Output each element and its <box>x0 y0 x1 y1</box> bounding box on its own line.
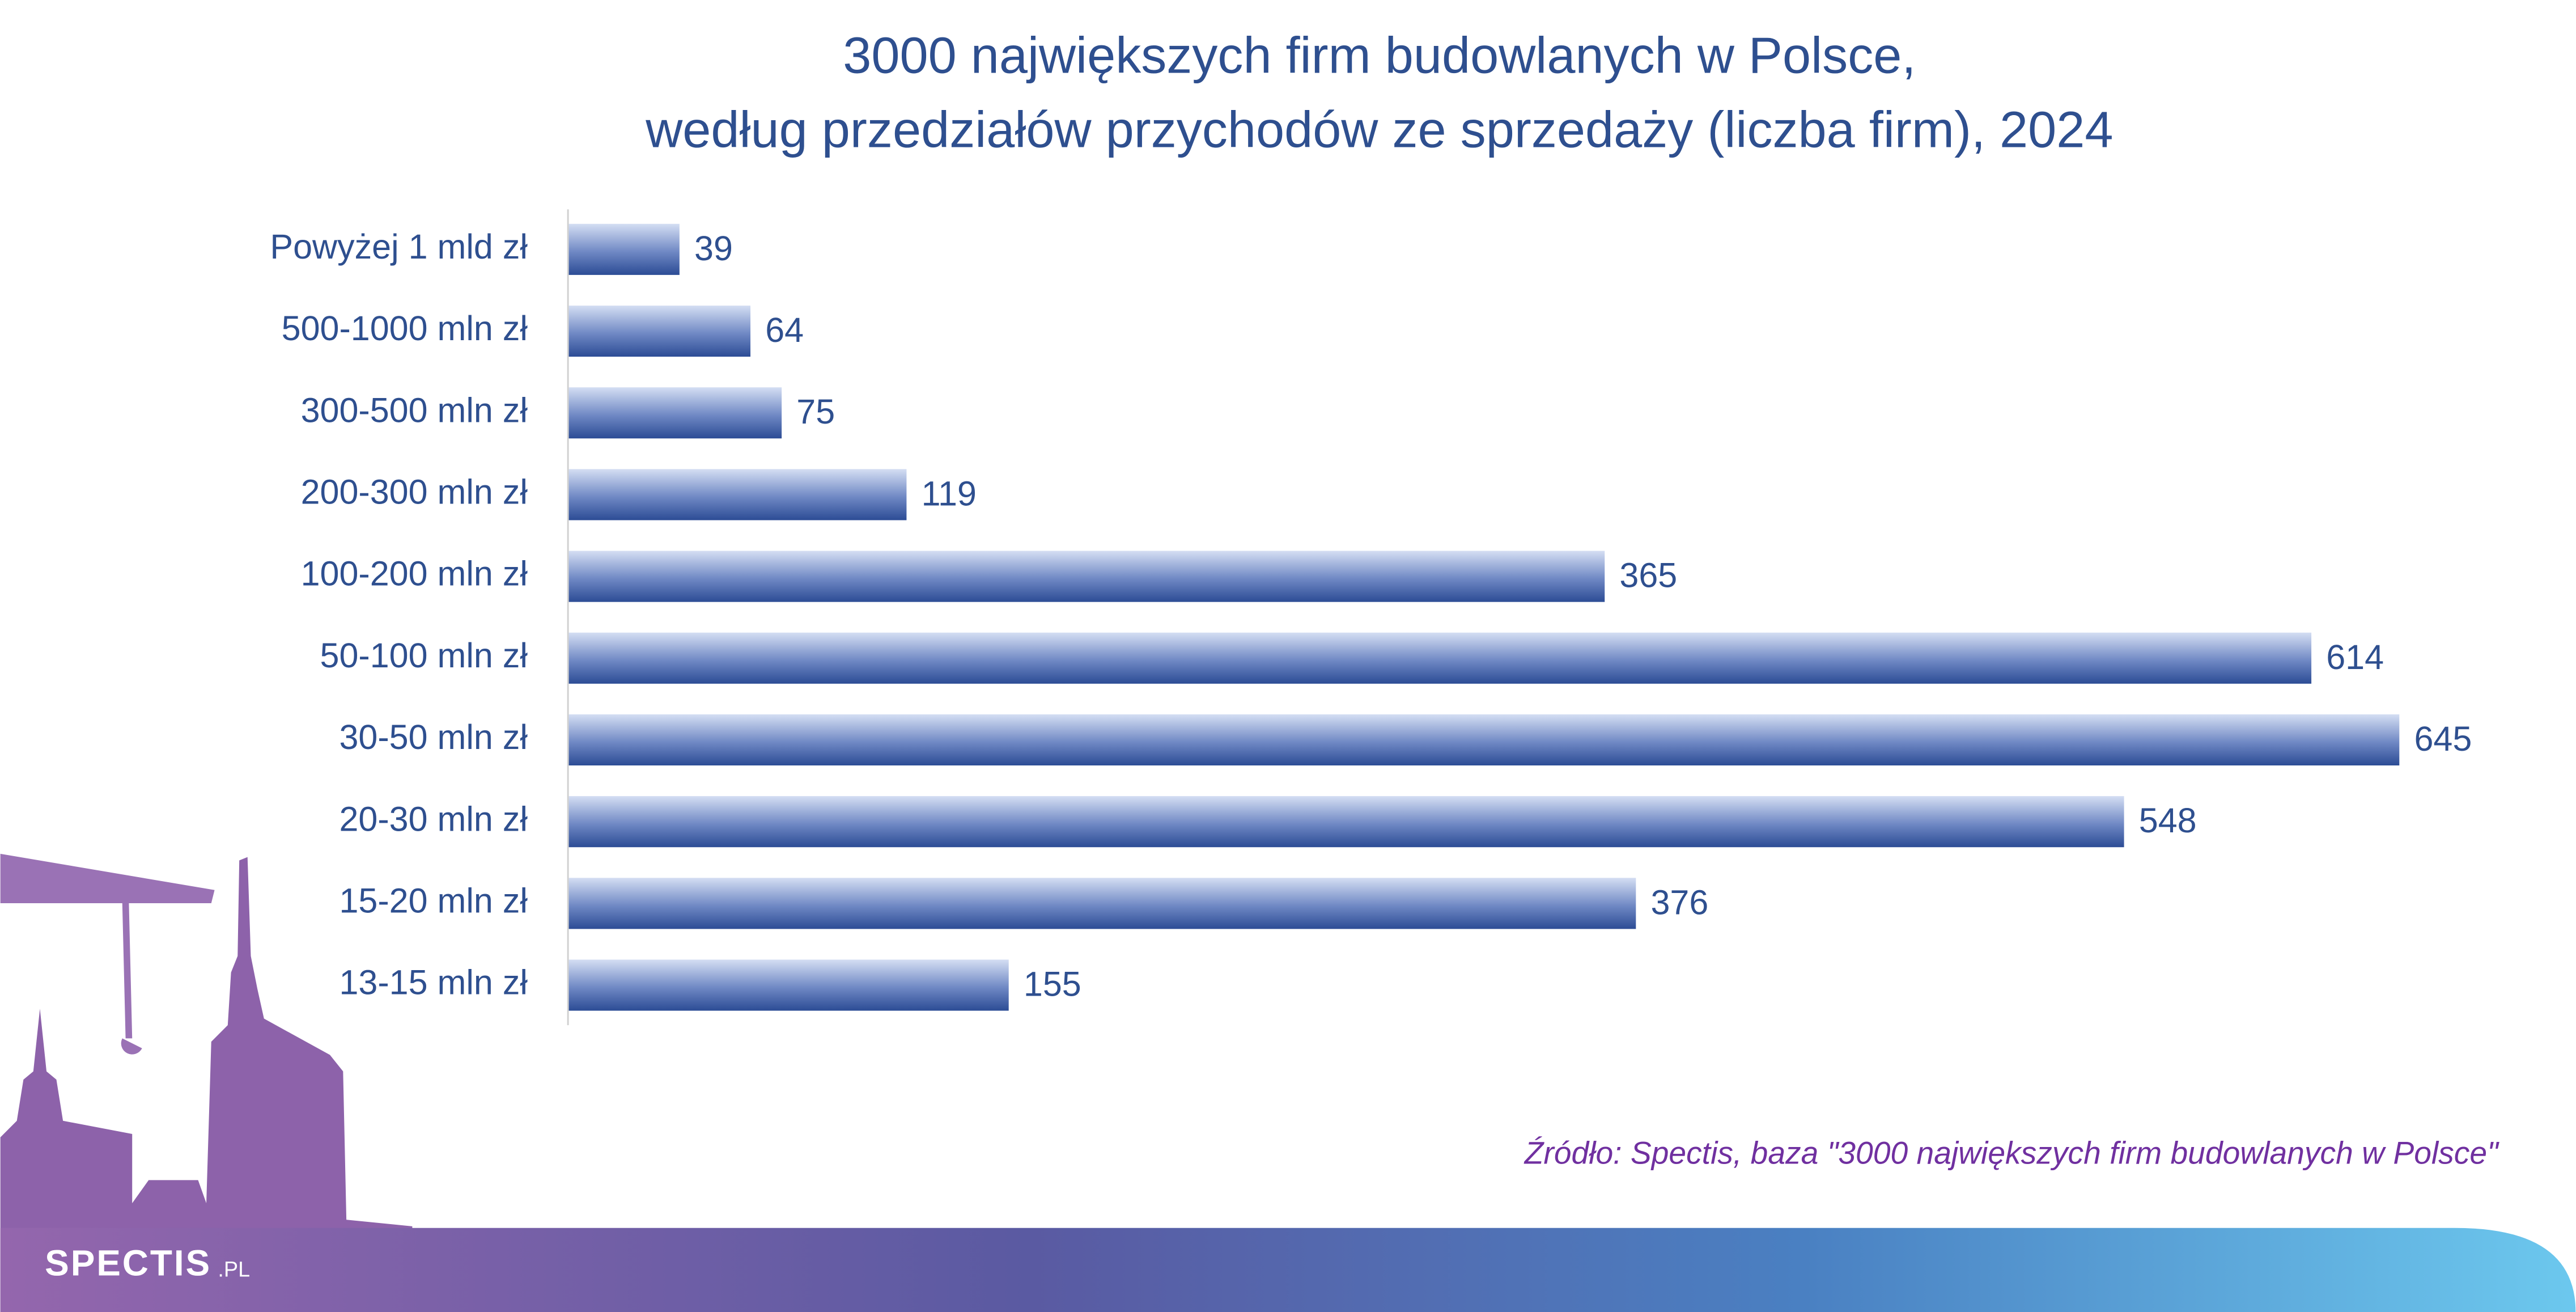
bar <box>568 305 751 357</box>
logo-name: SPECTIS <box>45 1242 211 1283</box>
value-label: 39 <box>694 229 733 268</box>
value-label: 64 <box>765 311 804 349</box>
bar <box>568 878 1636 929</box>
chart-subtitle: według przedziałów przychodów ze sprzeda… <box>645 101 2113 158</box>
y-tick-label: 20-30 mln zł <box>339 799 528 838</box>
value-label: 119 <box>922 474 977 513</box>
value-label: 155 <box>1024 965 1081 1004</box>
value-label: 75 <box>796 392 835 431</box>
value-label: 365 <box>1619 556 1677 595</box>
source-note: Źródło: Spectis, baza "3000 największych… <box>1523 1135 2499 1170</box>
bar <box>568 223 680 275</box>
skyline <box>0 853 413 1312</box>
value-label: 376 <box>1650 883 1708 921</box>
bar <box>568 796 2124 848</box>
bar <box>568 632 2312 684</box>
bar <box>568 551 1605 602</box>
value-label: 548 <box>2139 801 2197 840</box>
bar <box>568 714 2400 766</box>
y-tick-label: 30-50 mln zł <box>339 718 528 756</box>
y-tick-label: 100-200 mln zł <box>301 555 528 593</box>
y-tick-label: Powyżej 1 mld zł <box>270 227 528 266</box>
y-tick-label: 13-15 mln zł <box>339 963 528 1002</box>
footer-band <box>0 1228 2576 1312</box>
value-label: 645 <box>2414 720 2472 758</box>
y-tick-label: 500-1000 mln zł <box>282 309 528 348</box>
bar <box>568 387 782 439</box>
y-tick-label: 200-300 mln zł <box>301 473 528 511</box>
y-tick-label: 50-100 mln zł <box>320 636 528 675</box>
value-label: 614 <box>2326 638 2384 676</box>
chart-title: 3000 największych firm budowlanych w Pol… <box>843 27 1916 84</box>
bar <box>568 959 1009 1011</box>
y-tick-label: 15-20 mln zł <box>339 881 528 920</box>
y-tick-label: 300-500 mln zł <box>301 391 528 429</box>
bar <box>568 469 907 520</box>
logo-suffix: .PL <box>218 1258 250 1281</box>
